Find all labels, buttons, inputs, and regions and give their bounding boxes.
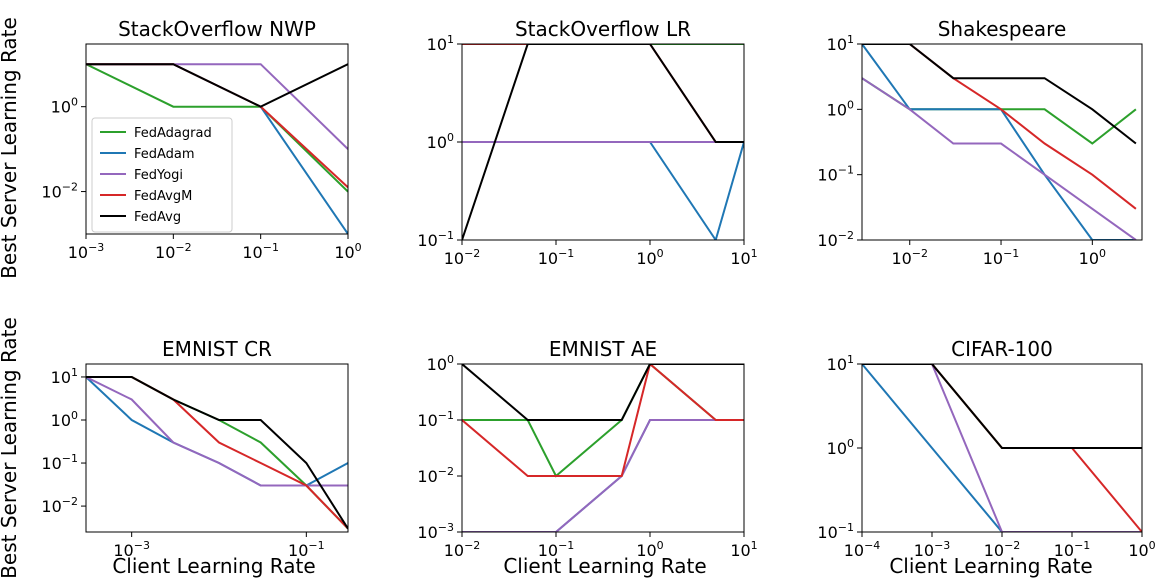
series-line-fedavgm: [862, 44, 1137, 210]
x-tick-label: 100: [1079, 247, 1106, 268]
series-line-fedavg: [862, 364, 1142, 449]
x-tick-label: 10−3: [914, 539, 951, 560]
x-tick-label: 100: [636, 247, 663, 268]
series-line-fedavg: [462, 364, 744, 421]
series-line-fedadam: [862, 364, 1142, 532]
y-tick-label: 10−1: [417, 229, 454, 250]
legend-entry: FedYogi: [134, 168, 183, 183]
x-tick-label: 10−2: [444, 247, 481, 268]
legend-entry: FedAdagrad: [134, 126, 212, 141]
panel-6: CIFAR-100 10−4 10−3 10−2 10−1 100 10−1 100 101: [817, 337, 1155, 560]
panel-title: StackOverflow NWP: [118, 17, 316, 41]
x-tick-label: 10−3: [68, 241, 105, 262]
panel-title: CIFAR-100: [951, 337, 1053, 361]
series-line-fedadam: [462, 141, 744, 240]
series-line-fedadam: [86, 376, 348, 487]
y-tick-label: 10−3: [417, 521, 454, 542]
series-line-fedavg: [462, 44, 744, 240]
panel-title: StackOverflow LR: [515, 17, 691, 41]
series-line-fedavg: [86, 63, 348, 108]
x-tick-label: 101: [730, 247, 757, 268]
panel-1: StackOverflow NWP 10−3 10−2 10−1 100 10−2 100: [41, 17, 361, 262]
x-tick-label: 100: [1128, 539, 1155, 560]
panel-title: EMNIST AE: [549, 337, 657, 361]
y-tick-label: 101: [827, 33, 854, 54]
series-line-fedavg: [862, 44, 1137, 145]
legend-box: [91, 117, 233, 233]
x-tick-label: 10−1: [242, 241, 279, 262]
y-tick-label: 10−2: [817, 229, 854, 250]
series-line-fedavgm: [86, 376, 348, 530]
x-tick-label: 10−1: [1054, 539, 1091, 560]
x-tick-label: 100: [334, 241, 361, 262]
x-tick-label: 10−1: [538, 247, 575, 268]
y-tick-label: 10−1: [417, 409, 454, 430]
plot-frame: [461, 363, 745, 533]
plot-frame: [85, 43, 349, 235]
x-tick-label: 10−1: [538, 539, 575, 560]
legend-entry: FedAvgM: [134, 189, 192, 204]
y-tick-label: 100: [827, 98, 854, 119]
x-tick-label: 10−2: [891, 247, 928, 268]
y-tick-label: 10−1: [41, 452, 78, 473]
x-tick-label: 10−3: [113, 539, 150, 560]
x-tick-label: 10−4: [844, 539, 881, 560]
y-tick-label: 100: [427, 353, 454, 374]
series-line-fedyogi: [86, 376, 348, 487]
y-axis-label-bottom: Best Server Learning Rate: [0, 317, 21, 579]
series-line-fedadagrad: [862, 364, 1142, 449]
y-tick-label: 10−1: [817, 164, 854, 185]
legend-entry: FedAvg: [134, 210, 181, 225]
legend-entry: FedAdam: [134, 147, 195, 162]
y-tick-label: 10−2: [41, 495, 78, 516]
x-axis-label-1: Client Learning Rate: [112, 554, 315, 578]
plot-frame: [85, 363, 349, 533]
series-line-fedadagrad: [86, 63, 348, 193]
series-line-fedavgm: [462, 364, 744, 477]
y-tick-label: 10−1: [817, 521, 854, 542]
y-tick-label: 10−2: [41, 181, 78, 202]
y-tick-label: 101: [827, 353, 854, 374]
series-line-fedavg: [86, 376, 348, 530]
y-tick-label: 100: [427, 131, 454, 152]
plot-frame: [861, 43, 1143, 241]
x-tick-label: 10−2: [444, 539, 481, 560]
panel-title: EMNIST CR: [162, 337, 272, 361]
series-line-fedadagrad: [86, 376, 348, 530]
y-tick-label: 100: [51, 409, 78, 430]
y-tick-label: 100: [51, 96, 78, 117]
y-tick-label: 100: [827, 437, 854, 458]
x-tick-label: 100: [636, 539, 663, 560]
panel-3: Shakespeare 10−2 10−1 100 10−2 10−1 100 101: [817, 17, 1143, 268]
y-tick-label: 101: [51, 366, 78, 387]
series-line-fedyogi: [862, 77, 1137, 240]
x-tick-label: 10−2: [155, 241, 192, 262]
series-line-fedavgm: [462, 44, 744, 143]
y-axis-label-top: Best Server Learning Rate: [0, 17, 21, 279]
y-tick-label: 101: [427, 33, 454, 54]
y-tick-label: 10−2: [417, 465, 454, 486]
panel-title: Shakespeare: [938, 17, 1067, 41]
x-axis-label-3: Client Learning Rate: [889, 554, 1092, 578]
x-tick-label: 101: [730, 539, 757, 560]
legend: FedAdagrad FedAdam FedYogi FedAvgM FedAvg: [91, 117, 233, 233]
x-tick-label: 10−1: [288, 539, 325, 560]
x-tick-label: 10−1: [983, 247, 1020, 268]
panel-4: EMNIST CR 10−3 10−1 10−2 10−1 100 101: [41, 337, 349, 560]
x-axis-label-2: Client Learning Rate: [503, 554, 706, 578]
x-tick-label: 10−2: [984, 539, 1021, 560]
